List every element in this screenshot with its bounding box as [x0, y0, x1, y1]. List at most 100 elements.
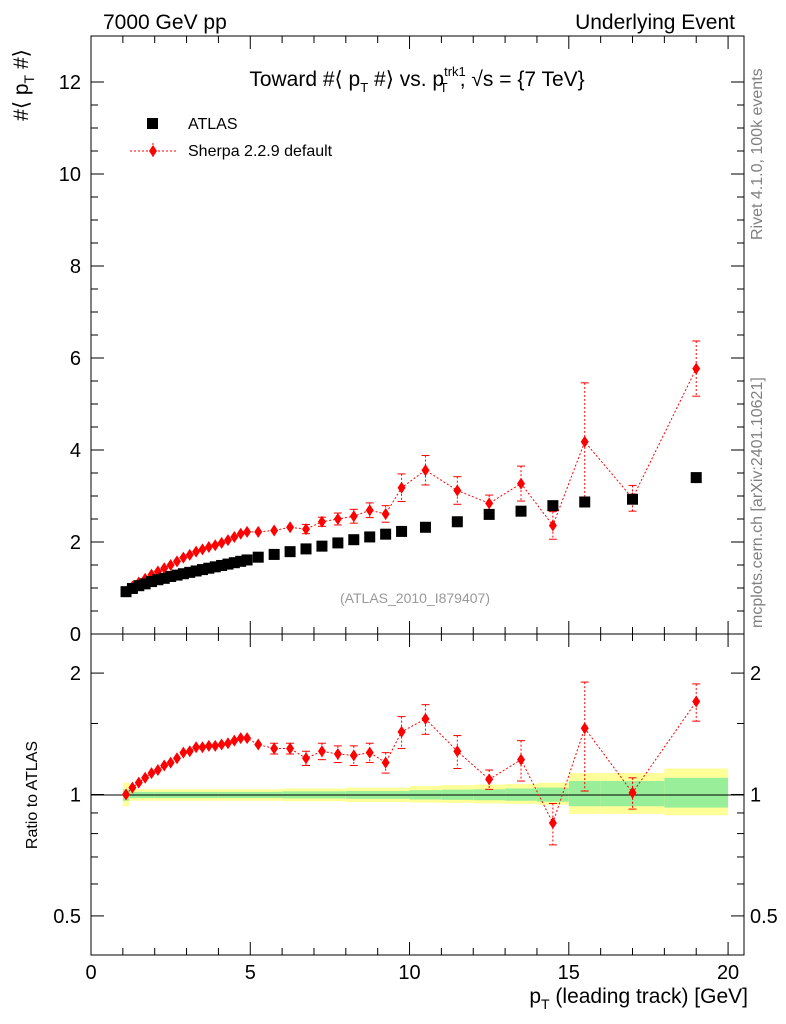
- ratio-sherpa-point: [243, 732, 252, 745]
- main-ytick-label: 2: [70, 532, 81, 554]
- ratio-sherpa-point: [217, 738, 226, 751]
- sherpa-point: [166, 559, 175, 571]
- main-ytick-label: 12: [59, 72, 81, 94]
- band-stat: [568, 781, 601, 807]
- sherpa-point: [223, 534, 232, 547]
- ratio-xtick-label: 15: [558, 962, 580, 984]
- ratio-sherpa-point: [333, 748, 342, 761]
- ratio-xtick-label: 5: [245, 962, 256, 984]
- atlas-point: [222, 558, 234, 570]
- ratio-xtick-label: 0: [85, 962, 96, 984]
- sherpa-point: [421, 464, 430, 477]
- atlas-point: [300, 543, 312, 555]
- atlas-point: [364, 531, 376, 543]
- atlas-point: [579, 496, 591, 508]
- atlas-point: [146, 576, 158, 588]
- atlas-point: [268, 548, 280, 560]
- legend-atlas-label: ATLAS: [188, 116, 238, 133]
- ratio-sherpa-point: [153, 764, 162, 777]
- sherpa-point: [333, 513, 342, 525]
- legend-sherpa-marker: [149, 145, 157, 157]
- atlas-point: [241, 554, 253, 566]
- atlas-point: [203, 562, 215, 574]
- atlas-point: [171, 569, 183, 581]
- ratio-sherpa-point: [381, 756, 390, 769]
- ratio-sherpa-point: [223, 737, 232, 750]
- ratio-sherpa-point: [122, 788, 131, 801]
- sherpa-point: [317, 515, 326, 528]
- ratio-sherpa-point: [397, 725, 406, 738]
- sherpa-point: [270, 524, 279, 537]
- sherpa-point: [254, 525, 263, 538]
- atlas-point: [396, 525, 408, 537]
- sherpa-point: [365, 504, 374, 517]
- ratio-sherpa-point: [485, 773, 494, 786]
- ratio-sherpa-point: [317, 745, 326, 758]
- ylabel-part-c: #⟩: [10, 49, 33, 75]
- sherpa-point: [198, 543, 207, 556]
- sherpa-point: [211, 539, 220, 552]
- atlas-point: [228, 557, 240, 569]
- atlas-point: [316, 540, 328, 552]
- atlas-point: [196, 564, 208, 576]
- ratio-sherpa-point: [141, 771, 150, 784]
- atlas-point: [627, 493, 639, 505]
- atlas-point: [690, 472, 702, 484]
- ratio-sherpa-point: [365, 746, 374, 759]
- header-right: Underlying Event: [575, 11, 735, 34]
- ratio-ytick-label-left: 1: [70, 785, 81, 807]
- header-left: 7000 GeV pp: [103, 11, 227, 34]
- ratio-sherpa-point: [204, 739, 213, 752]
- atlas-point: [235, 555, 247, 567]
- band-stat: [664, 777, 729, 808]
- ratio-sherpa-point: [211, 739, 220, 752]
- sherpa-point: [230, 530, 239, 543]
- main-atlas-series: [120, 472, 702, 598]
- ratio-sherpa-point: [179, 746, 188, 759]
- main-x-ticks: [90, 36, 729, 634]
- main-title: Toward #⟨ pT #⟩ vs. ptrk1 T, √s = {7 TeV}: [249, 64, 584, 95]
- ratio-sherpa-point: [254, 738, 263, 751]
- atlas-point: [184, 566, 196, 578]
- atlas-point: [380, 528, 392, 540]
- atlas-point: [139, 578, 151, 590]
- sherpa-point: [485, 497, 494, 510]
- ratio-sherpa-point: [173, 752, 182, 765]
- sherpa-line: [125, 368, 697, 593]
- atlas-point: [419, 521, 431, 533]
- sherpa-point: [185, 548, 194, 561]
- main-ytick-label: 0: [70, 624, 81, 646]
- svg-text:#⟨ pT #⟩: #⟨ pT #⟩: [10, 49, 37, 121]
- ratio-sherpa-point: [421, 712, 430, 725]
- analysis-watermark: (ATLAS_2010_I879407): [340, 590, 490, 606]
- sherpa-point: [217, 536, 226, 549]
- main-ytick-label: 6: [70, 348, 81, 370]
- sherpa-point: [397, 481, 406, 494]
- sherpa-point: [192, 545, 201, 558]
- ratio-sherpa-point: [517, 753, 526, 766]
- atlas-point: [158, 572, 170, 584]
- ratio-sherpa-point: [192, 741, 201, 754]
- ratio-sherpa-point: [236, 732, 245, 745]
- atlas-point: [515, 505, 527, 517]
- sherpa-point: [286, 521, 295, 534]
- ratio-sherpa-point: [692, 695, 701, 708]
- atlas-point: [120, 586, 132, 598]
- atlas-point: [177, 568, 189, 580]
- sherpa-point: [236, 527, 245, 540]
- sherpa-point: [517, 477, 526, 490]
- ratio-sherpa-point: [147, 767, 156, 780]
- atlas-point: [216, 559, 228, 571]
- x-axis-label: pT (leading track) [GeV]: [529, 985, 748, 1012]
- legend-sherpa-label: Sherpa 2.2.9 default: [188, 143, 333, 160]
- ratio-uncertainty-bands: [122, 768, 729, 816]
- ratio-sherpa-point: [286, 742, 295, 755]
- atlas-point: [152, 574, 164, 586]
- legend-atlas-marker: [147, 118, 158, 129]
- ratio-sherpa-point: [160, 759, 169, 772]
- atlas-point: [209, 561, 221, 573]
- atlas-point: [165, 571, 177, 582]
- ylabel-part-a: #⟨ p: [10, 83, 33, 120]
- ylabel-sub: T: [21, 74, 37, 83]
